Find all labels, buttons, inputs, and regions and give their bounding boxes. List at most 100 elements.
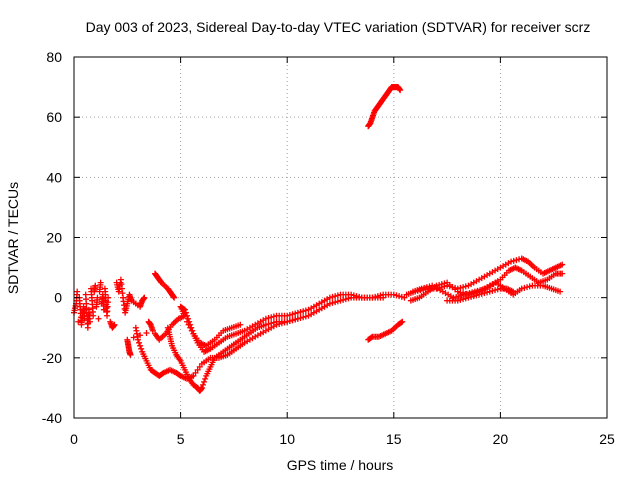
data-point <box>265 320 272 327</box>
data-point <box>397 87 404 94</box>
data-point <box>481 290 488 297</box>
data-point <box>473 292 480 299</box>
data-point <box>97 279 104 286</box>
data-point <box>180 305 187 312</box>
y-tick-label: 60 <box>46 109 62 125</box>
y-tick-label: -40 <box>42 410 62 426</box>
data-point <box>438 281 445 288</box>
data-point <box>513 257 520 264</box>
data-point <box>478 290 485 297</box>
data-point <box>479 286 486 293</box>
data-point <box>329 293 336 300</box>
data-point <box>105 294 112 301</box>
data-point <box>183 312 190 319</box>
data-point <box>92 282 99 289</box>
y-tick-labels: -40 -20 0 20 40 60 80 <box>42 49 62 426</box>
data-point <box>380 294 387 301</box>
x-tick-label: 0 <box>70 431 78 447</box>
data-point <box>398 319 405 326</box>
data-point <box>270 319 277 326</box>
data-point <box>489 287 496 294</box>
data-point <box>476 291 483 298</box>
data-point <box>137 342 144 349</box>
series-track-d <box>183 318 244 349</box>
data-point <box>396 293 403 300</box>
data-point <box>300 314 307 321</box>
data-point <box>265 314 272 321</box>
data-point <box>289 311 296 318</box>
data-point <box>526 283 533 290</box>
data-point <box>524 284 531 291</box>
data-points <box>71 84 566 394</box>
y-axis-label: SDTVAR / TECUs <box>5 182 21 294</box>
data-point <box>492 287 499 294</box>
data-point <box>300 308 307 315</box>
data-point <box>477 287 484 294</box>
series-track-a <box>132 291 408 382</box>
data-point <box>454 297 461 304</box>
data-point <box>557 288 564 295</box>
data-point <box>292 316 299 323</box>
data-point <box>75 318 82 325</box>
x-tick-label: 5 <box>177 431 185 447</box>
data-point <box>462 283 469 290</box>
data-point <box>111 321 118 328</box>
data-point <box>441 280 448 287</box>
data-point <box>326 300 333 307</box>
y-tick-label: 20 <box>46 230 62 246</box>
x-tick-label: 25 <box>599 431 615 447</box>
data-point <box>268 320 275 327</box>
data-point <box>181 306 188 313</box>
data-point <box>450 294 457 301</box>
data-point <box>134 336 141 343</box>
data-point <box>332 299 339 306</box>
data-point <box>297 314 304 321</box>
data-point <box>399 318 406 325</box>
data-point <box>196 363 203 370</box>
y-tick-label: -20 <box>42 350 62 366</box>
data-point <box>390 291 397 298</box>
data-point <box>74 288 81 295</box>
y-tick-label: 40 <box>46 169 62 185</box>
y-tick-label: 0 <box>54 290 62 306</box>
data-point <box>423 284 430 291</box>
data-point <box>198 384 205 391</box>
data-point <box>284 312 291 319</box>
series-mid-recovery <box>365 318 406 343</box>
data-point <box>268 314 275 321</box>
data-point <box>471 288 478 295</box>
data-point <box>201 378 208 385</box>
data-point <box>302 313 309 320</box>
data-point <box>368 334 375 341</box>
series-late-2 <box>407 264 566 304</box>
data-point <box>484 289 491 296</box>
data-point <box>329 299 336 306</box>
data-point <box>356 293 363 300</box>
data-point <box>188 327 195 334</box>
data-point <box>262 321 269 328</box>
data-point <box>270 313 277 320</box>
data-point <box>136 339 143 346</box>
data-point <box>127 351 134 358</box>
data-point <box>454 288 461 295</box>
data-point <box>466 290 473 297</box>
axis-ticks <box>73 56 608 419</box>
data-point <box>426 283 433 290</box>
data-point <box>171 294 178 301</box>
data-point <box>460 284 467 291</box>
data-point <box>138 345 145 352</box>
data-point <box>486 288 493 295</box>
data-point <box>468 293 475 300</box>
data-point <box>418 285 425 292</box>
data-point <box>94 294 101 301</box>
data-point <box>510 288 517 295</box>
data-point <box>518 285 525 292</box>
data-point <box>262 315 269 322</box>
data-point <box>332 293 339 300</box>
data-point <box>185 321 192 328</box>
data-point <box>474 287 481 294</box>
data-point <box>182 309 189 316</box>
data-point <box>470 293 477 300</box>
data-point <box>559 270 566 277</box>
x-tick-labels: 0 5 10 15 20 25 <box>70 431 615 447</box>
